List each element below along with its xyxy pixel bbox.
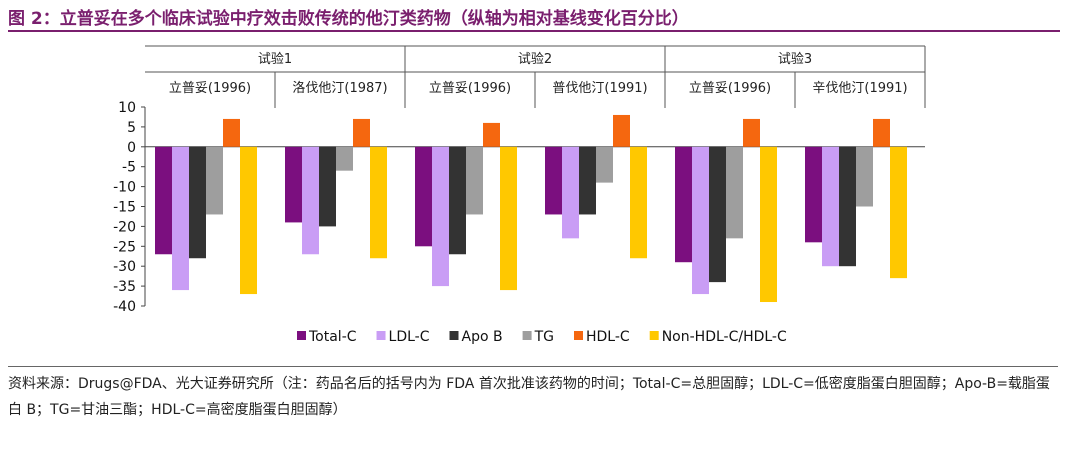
figure-title: 图 2：立普妥在多个临床试验中疗效击败传统的他汀类药物（纵轴为相对基线变化百分比… — [8, 9, 689, 29]
bar-total-c — [415, 146, 432, 247]
bar-tg — [596, 146, 613, 183]
legend-label: TG — [534, 329, 554, 345]
bar-tg — [856, 146, 873, 207]
y-tick-label: 5 — [127, 120, 136, 136]
category-label: 辛伐他汀(1991) — [812, 81, 907, 96]
trial-label: 试验2 — [518, 51, 552, 67]
legend-label: Total-C — [308, 329, 357, 345]
y-tick-label: 10 — [118, 100, 136, 116]
bars — [155, 114, 907, 303]
bar-hdl-c — [223, 118, 240, 147]
y-tick-label: -10 — [113, 180, 136, 196]
bar-non-hdl-c-hdl-c — [630, 146, 647, 259]
legend-swatch — [297, 331, 306, 340]
title-rule — [8, 30, 1060, 32]
trial-label: 试验1 — [258, 51, 292, 67]
legend-swatch — [574, 331, 583, 340]
legend-swatch — [649, 331, 659, 340]
bar-ldl-c — [562, 146, 579, 239]
bar-ldl-c — [302, 146, 319, 255]
category-label: 普伐他汀(1991) — [552, 81, 647, 96]
bar-ldl-c — [432, 146, 449, 287]
bar-total-c — [285, 146, 302, 223]
bar-tg — [206, 146, 223, 215]
y-tick-label: -5 — [122, 160, 136, 176]
bar-ldl-c — [822, 146, 839, 267]
bar-total-c — [545, 146, 562, 215]
bar-total-c — [805, 146, 822, 243]
legend-swatch — [522, 331, 532, 340]
bar-hdl-c — [613, 114, 630, 147]
category-label: 立普妥(1996) — [429, 81, 511, 96]
bar-non-hdl-c-hdl-c — [370, 146, 387, 259]
trial-label: 试验3 — [778, 51, 812, 67]
category-label: 洛伐他汀(1987) — [292, 81, 387, 96]
legend-label: LDL-C — [389, 329, 430, 345]
bar-total-c — [675, 146, 692, 263]
bar-hdl-c — [743, 118, 760, 147]
bar-apo-b — [319, 146, 336, 227]
y-tick-label: -35 — [113, 279, 136, 295]
bar-non-hdl-c-hdl-c — [890, 146, 907, 279]
bar-non-hdl-c-hdl-c — [500, 146, 517, 291]
legend-label: Apo B — [462, 329, 503, 345]
bar-apo-b — [709, 146, 726, 283]
category-label: 立普妥(1996) — [689, 81, 771, 96]
y-tick-label: -30 — [113, 259, 136, 275]
y-tick-label: -15 — [113, 200, 136, 216]
bar-hdl-c — [353, 118, 370, 147]
bar-tg — [466, 146, 483, 215]
bar-total-c — [155, 146, 172, 255]
legend-swatch — [449, 331, 459, 340]
y-tick-label: 0 — [127, 140, 136, 156]
legend: Total-C LDL-C Apo B TG HDL-C Non-HDL-C/HDL-C — [297, 329, 787, 345]
bar-non-hdl-c-hdl-c — [240, 146, 257, 295]
bar-apo-b — [449, 146, 466, 255]
bar-tg — [726, 146, 743, 239]
y-tick-label: -40 — [113, 299, 136, 315]
y-tick-label: -20 — [113, 219, 136, 235]
bar-apo-b — [839, 146, 856, 267]
bar-tg — [336, 146, 353, 171]
bar-ldl-c — [172, 146, 189, 291]
chart-header: 试验1 试验2 试验3 立普妥(1996) 洛伐他汀(1987) 立普妥(1996) 普伐他… — [145, 45, 926, 108]
legend-label: Non-HDL-C/HDL-C — [662, 329, 787, 345]
bar-hdl-c — [483, 122, 500, 147]
bar-non-hdl-c-hdl-c — [760, 146, 777, 303]
source-note: 资料来源：Drugs@FDA、光大证券研究所（注：药品名后的括号内为 FDA 首… — [8, 366, 1058, 423]
bar-ldl-c — [692, 146, 709, 295]
legend-swatch — [376, 331, 386, 340]
y-tick-label: -25 — [113, 239, 136, 255]
bar-apo-b — [189, 146, 206, 259]
bar-hdl-c — [873, 118, 890, 147]
bar-chart: 试验1 试验2 试验3 立普妥(1996) 洛伐他汀(1987) 立普妥(1996) 普伐他… — [113, 45, 926, 345]
bar-apo-b — [579, 146, 596, 215]
y-axis: 10 5 0 -5 -10 -15 -20 -25 -30 -35 -40 — [113, 100, 925, 315]
category-label: 立普妥(1996) — [169, 81, 251, 96]
legend-label: HDL-C — [586, 329, 630, 345]
